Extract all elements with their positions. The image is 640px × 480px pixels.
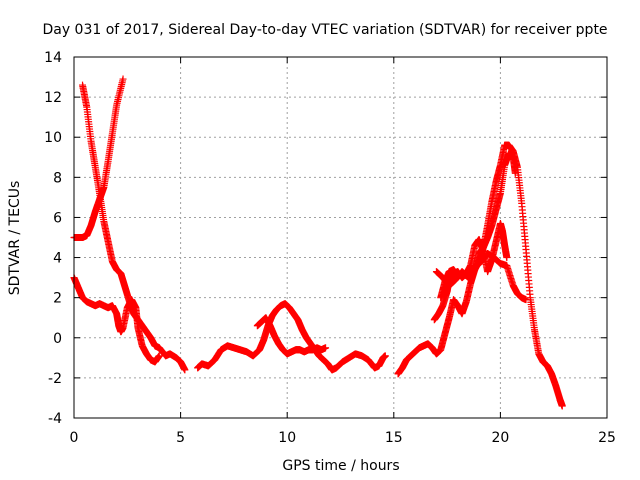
x-tick-label: 20 bbox=[491, 430, 509, 446]
data-point bbox=[381, 352, 389, 360]
y-axis-label: SDTVAR / TECUs bbox=[7, 181, 23, 296]
x-tick-label: 0 bbox=[70, 430, 79, 446]
x-tick-label: 10 bbox=[278, 430, 296, 446]
series-arc-4 bbox=[194, 300, 389, 374]
data-points bbox=[70, 75, 566, 410]
y-tick-label: 12 bbox=[44, 90, 62, 106]
series-arc-9 bbox=[432, 250, 530, 304]
y-tick-label: 4 bbox=[53, 251, 62, 267]
x-axis-label: GPS time / hours bbox=[282, 458, 399, 474]
x-tick-label: 15 bbox=[385, 430, 403, 446]
chart-title: Day 031 of 2017, Sidereal Day-to-day VTE… bbox=[42, 22, 607, 38]
data-point bbox=[155, 352, 163, 360]
grid-lines bbox=[74, 57, 607, 418]
data-point bbox=[322, 344, 330, 352]
x-tick-label: 5 bbox=[176, 430, 185, 446]
y-tick-label: 2 bbox=[53, 291, 62, 307]
y-tick-label: 10 bbox=[44, 130, 62, 146]
data-point bbox=[119, 75, 127, 83]
series-arc-5 bbox=[253, 314, 330, 358]
y-tick-label: 14 bbox=[44, 50, 62, 66]
plot-frame bbox=[73, 56, 608, 419]
y-tick-label: 6 bbox=[53, 210, 62, 226]
axis-ticks: 0 5 10 15 20 25 -4 -2 0 2 4 6 8 10 12 14 bbox=[44, 50, 616, 446]
series-arc-3 bbox=[70, 274, 163, 366]
y-tick-label: 0 bbox=[53, 331, 62, 347]
data-point bbox=[503, 254, 511, 262]
series-arc-2 bbox=[79, 81, 189, 374]
y-tick-label: -2 bbox=[48, 371, 62, 387]
series-arc-7 bbox=[430, 219, 511, 324]
data-point bbox=[522, 296, 530, 304]
y-tick-label: -4 bbox=[48, 411, 62, 427]
x-tick-label: 25 bbox=[598, 430, 616, 446]
y-tick-label: 8 bbox=[53, 170, 62, 186]
series-arc-1 bbox=[70, 75, 127, 241]
data-point bbox=[181, 366, 189, 374]
data-point bbox=[558, 402, 566, 410]
